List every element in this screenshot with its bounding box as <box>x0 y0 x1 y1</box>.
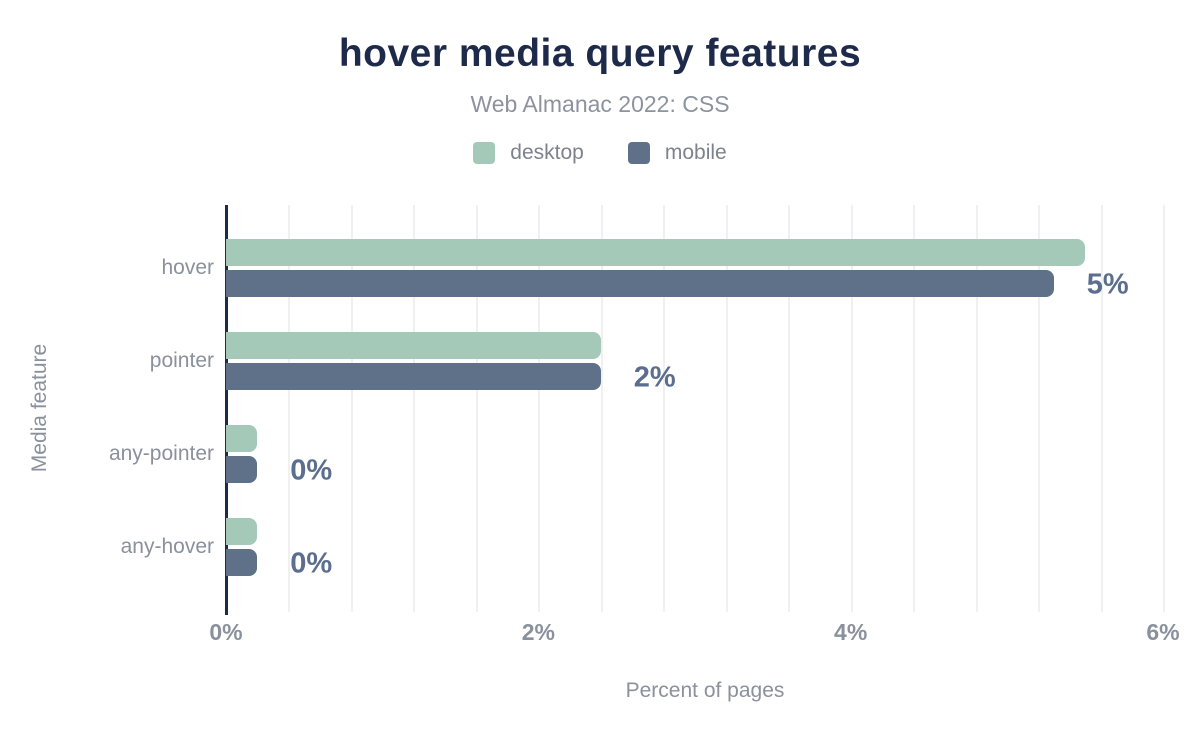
bar-desktop-any-hover <box>226 518 258 545</box>
category-label-hover: hover <box>161 256 214 279</box>
value-label-any-pointer: 0% <box>290 454 333 486</box>
gridline <box>475 205 478 612</box>
gridline <box>913 205 916 612</box>
gridline <box>350 205 353 612</box>
gridline <box>538 205 541 612</box>
bar-mobile-pointer <box>226 363 601 390</box>
y-axis-line <box>225 205 228 615</box>
legend-label-desktop: desktop <box>510 141 584 164</box>
legend-item-mobile: mobile <box>627 141 727 165</box>
value-label-any-hover: 0% <box>290 547 333 579</box>
legend-label-mobile: mobile <box>664 141 727 164</box>
bar-desktop-any-pointer <box>226 425 258 452</box>
gridline <box>1038 205 1041 612</box>
value-label-hover: 5% <box>1086 268 1129 300</box>
gridline <box>850 205 853 612</box>
x-axis-title: Percent of pages <box>625 679 785 702</box>
legend-swatch-desktop-icon <box>473 142 496 164</box>
bar-desktop-pointer <box>226 332 601 359</box>
gridline <box>788 205 791 612</box>
x-tick-label-4%: 4% <box>834 619 868 645</box>
gridline <box>288 205 291 612</box>
x-tick-label-2%: 2% <box>521 619 555 645</box>
bar-desktop-hover <box>226 239 1085 266</box>
category-label-any-hover: any-hover <box>120 535 214 558</box>
bar-mobile-any-pointer <box>226 456 258 483</box>
gridline <box>413 205 416 612</box>
gridline <box>975 205 978 612</box>
gridline <box>600 205 603 612</box>
legend-item-desktop: desktop <box>473 141 584 165</box>
category-label-pointer: pointer <box>149 349 214 372</box>
gridline <box>1163 205 1166 612</box>
category-label-any-pointer: any-pointer <box>108 442 214 465</box>
y-axis-title: Media feature <box>28 343 51 473</box>
gridline <box>1100 205 1103 612</box>
value-label-pointer: 2% <box>633 361 676 393</box>
bar-mobile-any-hover <box>226 549 258 576</box>
x-tick-label-0%: 0% <box>209 619 243 645</box>
chart-title: hover media query features <box>338 32 862 75</box>
bar-mobile-hover <box>226 270 1054 297</box>
gridline <box>725 205 728 612</box>
legend: desktop mobile <box>0 141 1200 165</box>
legend-swatch-mobile-icon <box>627 142 650 164</box>
chart-subtitle: Web Almanac 2022: CSS <box>470 91 730 117</box>
gridline <box>663 205 666 612</box>
x-tick-label-6%: 6% <box>1146 619 1180 645</box>
